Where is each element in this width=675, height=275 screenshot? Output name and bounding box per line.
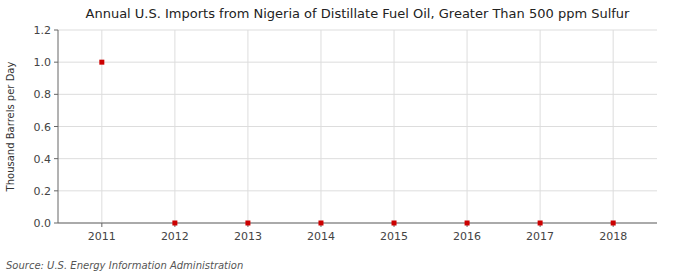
y-tick xyxy=(54,190,58,191)
y-tick-label: 0.0 xyxy=(34,217,52,230)
x-axis-line xyxy=(58,223,657,224)
chart-svg: Annual U.S. Imports from Nigeria of Dist… xyxy=(0,0,675,275)
y-tick-label: 1.2 xyxy=(34,24,52,37)
data-point xyxy=(318,221,323,226)
y-grid-line xyxy=(58,94,657,95)
y-tick xyxy=(54,94,58,95)
y-grid-line xyxy=(58,190,657,191)
y-tick xyxy=(54,62,58,63)
x-grid-line xyxy=(174,30,175,223)
x-tick-label: 2018 xyxy=(599,230,627,243)
y-grid-line xyxy=(58,223,657,224)
x-grid-line xyxy=(247,30,248,223)
y-tick-label: 0.4 xyxy=(34,153,52,166)
x-grid-line xyxy=(613,30,614,223)
data-point xyxy=(392,221,397,226)
x-tick-label: 2011 xyxy=(88,230,116,243)
y-tick xyxy=(54,223,58,224)
y-grid-line xyxy=(58,62,657,63)
data-point xyxy=(465,221,470,226)
y-tick-label: 1.0 xyxy=(34,56,52,69)
y-tick xyxy=(54,158,58,159)
chart-container: Annual U.S. Imports from Nigeria of Dist… xyxy=(0,0,675,275)
x-tick-label: 2015 xyxy=(380,230,408,243)
title: Annual U.S. Imports from Nigeria of Dist… xyxy=(86,6,631,21)
y-tick-label: 0.6 xyxy=(34,121,52,134)
data-point xyxy=(245,221,250,226)
x-axis: 2011 2012 2013 2014 2015 2016 2017 2018 xyxy=(88,30,627,243)
source-note: Source: U.S. Energy Information Administ… xyxy=(6,260,243,271)
x-grid-line xyxy=(540,30,541,223)
y-axis-label: Thousand Barrels per Day xyxy=(5,62,16,193)
data-point xyxy=(99,60,104,65)
x-tick-label: 2012 xyxy=(161,230,189,243)
y-tick xyxy=(54,126,58,127)
points xyxy=(99,60,615,226)
x-grid-line xyxy=(320,30,321,223)
y-grid-line xyxy=(58,30,657,31)
x-tick-label: 2017 xyxy=(526,230,554,243)
x-grid-line xyxy=(394,30,395,223)
data-point xyxy=(611,221,616,226)
y-grid-line xyxy=(58,158,657,159)
y-tick-label: 0.8 xyxy=(34,88,52,101)
y-axis: 0.0 0.2 0.4 0.6 0.8 1.0 1.2 xyxy=(34,24,658,230)
y-grid-line xyxy=(58,126,657,127)
data-point xyxy=(172,221,177,226)
x-tick-label: 2014 xyxy=(307,230,335,243)
x-grid-line xyxy=(101,30,102,223)
y-tick xyxy=(54,30,58,31)
x-tick xyxy=(101,223,102,227)
y-tick-label: 0.2 xyxy=(34,185,52,198)
y-axis-line xyxy=(58,30,59,223)
x-tick-label: 2013 xyxy=(234,230,262,243)
data-point xyxy=(538,221,543,226)
x-tick-label: 2016 xyxy=(453,230,481,243)
x-grid-line xyxy=(467,30,468,223)
